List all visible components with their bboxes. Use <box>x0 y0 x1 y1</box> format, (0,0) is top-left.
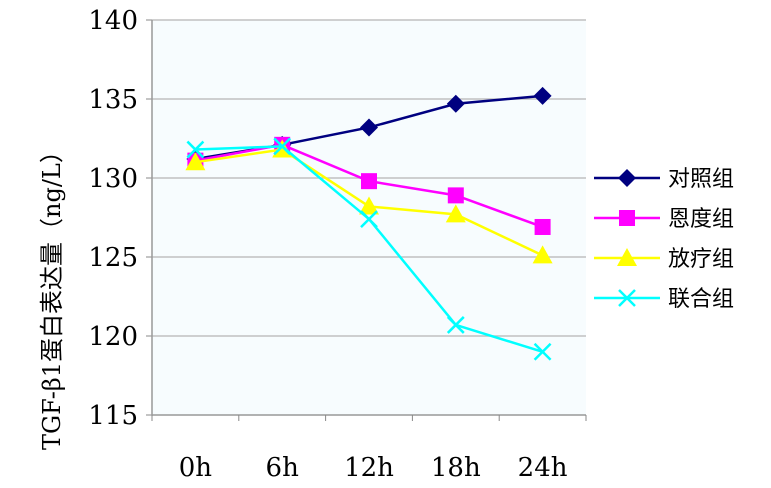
y-tick-label: 125 <box>88 243 138 273</box>
square-marker <box>534 218 551 235</box>
series-3 <box>186 137 552 361</box>
legend-item: 恩度组 <box>594 207 734 232</box>
x-tick-label: 0h <box>179 453 213 483</box>
y-axis-label: TGF-β1蛋白表达量（ng/L） <box>38 139 66 450</box>
legend-label: 联合组 <box>668 287 734 312</box>
y-tick-label: 140 <box>88 6 138 36</box>
x-marker <box>618 289 636 307</box>
triangle-marker <box>445 204 466 223</box>
x-marker-stroke <box>360 210 378 228</box>
x-marker <box>186 140 205 159</box>
x-marker <box>273 137 292 156</box>
legend-label: 放疗组 <box>668 247 734 272</box>
legend-item: 对照组 <box>594 167 734 192</box>
x-marker-stroke <box>618 289 636 307</box>
x-marker-stroke <box>533 342 552 361</box>
x-tick-label: 6h <box>266 453 300 483</box>
legend-item: 联合组 <box>594 287 734 312</box>
x-tick-label: 18h <box>431 453 481 483</box>
diamond-marker <box>360 118 378 137</box>
x-marker <box>446 316 465 334</box>
diamond-marker <box>533 86 552 105</box>
x-tick-label: 12h <box>344 453 394 483</box>
y-tick-label: 115 <box>88 401 138 431</box>
x-marker-stroke <box>186 140 205 159</box>
square-marker <box>619 210 635 226</box>
legend-item: 放疗组 <box>594 247 734 272</box>
triangle-marker <box>532 245 553 264</box>
x-marker-stroke <box>446 316 465 334</box>
y-tick-label: 135 <box>88 85 138 115</box>
x-marker <box>533 342 552 361</box>
legend-label: 对照组 <box>668 167 734 192</box>
x-marker-stroke <box>273 137 292 156</box>
y-tick-label: 130 <box>88 164 138 194</box>
diamond-marker <box>446 94 465 113</box>
square-marker <box>361 173 377 190</box>
triangle-marker <box>359 196 379 215</box>
x-marker <box>360 210 378 228</box>
series-2 <box>185 139 553 264</box>
y-tick-label: 120 <box>88 322 138 352</box>
triangle-marker <box>617 248 637 266</box>
square-marker <box>447 187 464 204</box>
diamond-marker <box>618 169 636 187</box>
legend-label: 恩度组 <box>668 207 734 232</box>
triangle-marker <box>185 152 206 171</box>
x-tick-label: 24h <box>518 453 568 483</box>
